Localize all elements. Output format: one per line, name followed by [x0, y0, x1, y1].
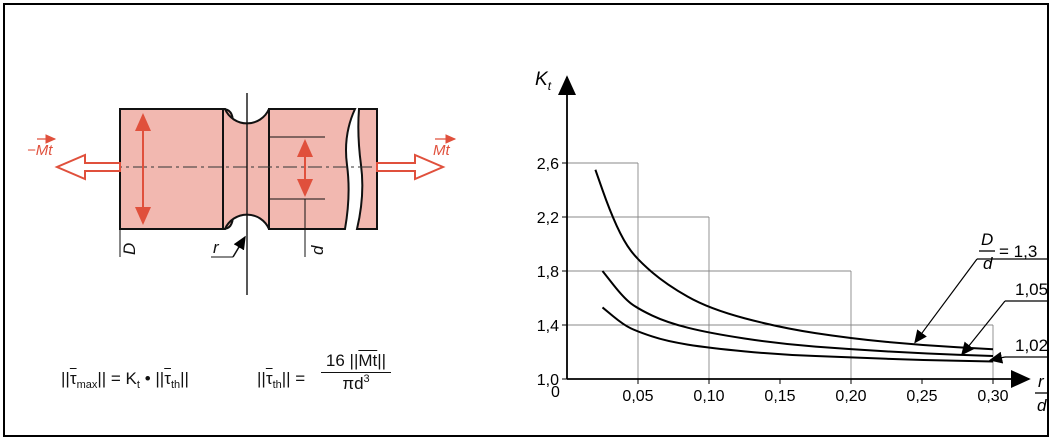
chart-legend: D d = 1,3 1,05 1,02: [914, 230, 1048, 364]
chart-ticks: 0,05 0,10 0,15 0,20 0,25 0,30 1,0 1,4 1,8 2,2 2,6: [537, 156, 1009, 405]
torque-right-label: Mt: [433, 142, 450, 159]
fraction-numerator: 16 ||Mt||: [321, 351, 391, 373]
dim-r-arrow: [232, 235, 246, 258]
formula-tau-th: ||τth|| =: [257, 369, 306, 391]
series-line-0: [594, 169, 994, 351]
fraction-denominator: πd3: [342, 373, 370, 393]
torque-right-arrow: [376, 153, 446, 181]
dim-r-label: r: [213, 238, 220, 257]
y-tick-label-2: 1,8: [537, 264, 559, 281]
chart-series: [594, 169, 994, 363]
series-line-2: [601, 306, 994, 363]
formula-tau-th-fraction: 16 ||Mt|| πd3: [321, 351, 391, 394]
legend-leader-arrow-0: [914, 258, 978, 344]
legend-label-1: 1,05: [1015, 280, 1048, 299]
legend-prefix-eq: = 1,3: [999, 242, 1037, 261]
x-tick-label-5: 0,30: [977, 388, 1008, 405]
x-tick-label-4: 0,25: [906, 388, 937, 405]
dim-d-label: d: [308, 245, 327, 255]
dim-D-label: D: [120, 243, 139, 255]
shaft-diagram: −Mt Mt D d r: [27, 93, 457, 295]
y-tick-label-4: 2,6: [537, 156, 559, 173]
x-tick-label-1: 0,10: [693, 388, 724, 405]
figure-frame: −Mt Mt D d r ||τmax|| = Kt • ||τth|| ||τ…: [3, 3, 1049, 437]
y-tick-label-3: 2,2: [537, 210, 559, 227]
torque-left-arrow: [54, 153, 121, 181]
x-tick-label-3: 0,20: [835, 388, 866, 405]
y-tick-label-1: 1,4: [537, 318, 559, 335]
torque-left-label: −Mt: [27, 142, 53, 159]
x-axis-label-num: r: [1038, 372, 1045, 391]
origin-label: 0: [551, 384, 560, 401]
x-tick-label-2: 0,15: [764, 388, 795, 405]
y-tick-label-0: 1,0: [537, 372, 559, 389]
legend-leader-arrow-2: [988, 351, 1006, 364]
legend-prefix-den: d: [983, 254, 993, 273]
kt-chart: 0,05 0,10 0,15 0,20 0,25 0,301,01,41,82,22,6 …: [535, 69, 1048, 415]
series-line-1: [601, 270, 994, 358]
shaft-break-piece: [355, 108, 378, 230]
y-axis-label: Kt: [535, 69, 552, 93]
legend-prefix-num: D: [981, 230, 993, 249]
legend-leader-arrow-1: [961, 300, 1006, 356]
formula-tau-max: ||τmax|| = Kt • ||τth||: [61, 369, 189, 391]
x-tick-label-0: 0,05: [622, 388, 653, 405]
x-axis-label-den: d: [1037, 396, 1047, 415]
legend-label-2: 1,02: [1015, 336, 1048, 355]
chart-grid: [567, 162, 994, 379]
